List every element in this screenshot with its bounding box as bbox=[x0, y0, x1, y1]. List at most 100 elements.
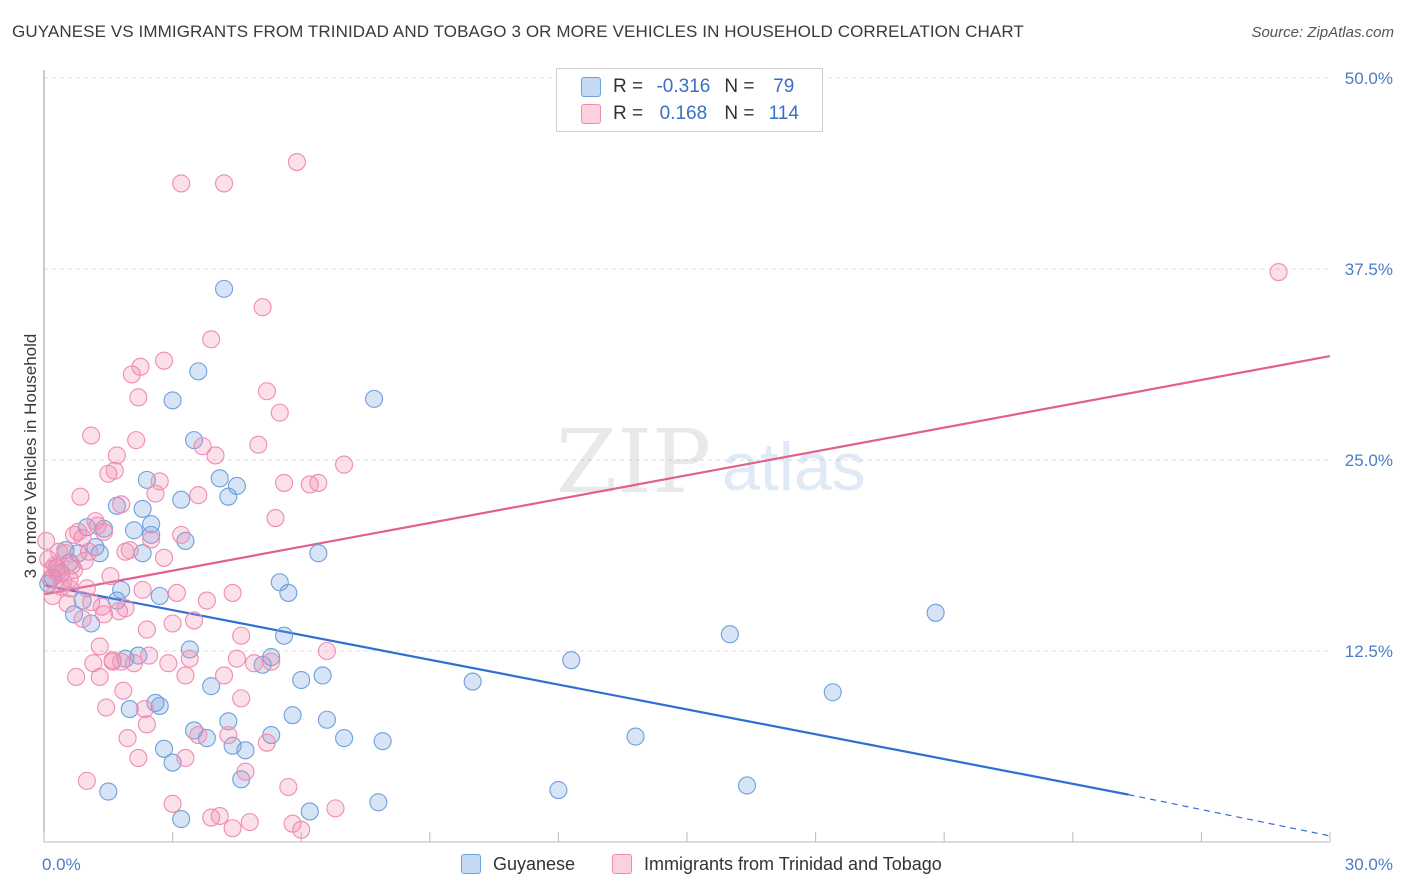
point-trinidad bbox=[118, 729, 137, 748]
point-trinidad bbox=[133, 580, 152, 599]
point-trinidad bbox=[150, 472, 169, 491]
point-guyanese bbox=[313, 666, 332, 685]
legend-n-label: N = bbox=[724, 76, 755, 97]
point-trinidad bbox=[223, 819, 242, 838]
point-trinidad bbox=[326, 799, 345, 818]
point-guyanese bbox=[335, 729, 354, 748]
point-trinidad bbox=[112, 495, 131, 514]
point-guyanese bbox=[309, 544, 328, 563]
point-guyanese bbox=[163, 391, 182, 410]
point-guyanese bbox=[82, 614, 101, 633]
chart-source: Source: ZipAtlas.com bbox=[1251, 24, 1394, 41]
point-trinidad bbox=[103, 652, 122, 671]
legend-row-guyanese: R = -0.316 N = 79 bbox=[581, 75, 808, 99]
point-trinidad bbox=[37, 531, 56, 551]
point-guyanese bbox=[214, 279, 234, 298]
point-guyanese bbox=[112, 580, 131, 599]
legend-n-label: N = bbox=[724, 103, 755, 124]
point-guyanese bbox=[142, 525, 161, 544]
point-guyanese bbox=[172, 490, 191, 509]
point-trinidad bbox=[172, 525, 191, 544]
trend-line-guyanese-extension bbox=[1128, 794, 1331, 837]
point-trinidad bbox=[214, 666, 234, 685]
point-trinidad bbox=[94, 605, 114, 624]
point-trinidad bbox=[159, 654, 178, 673]
point-guyanese bbox=[279, 583, 298, 602]
watermark-zip: ZIP bbox=[556, 410, 711, 513]
point-guyanese bbox=[202, 677, 221, 696]
point-trinidad bbox=[120, 541, 139, 560]
point-trinidad bbox=[60, 570, 79, 589]
point-guyanese bbox=[562, 651, 581, 670]
point-guyanese bbox=[99, 782, 118, 801]
point-guyanese bbox=[292, 670, 311, 690]
trend-lines bbox=[43, 355, 1331, 837]
point-guyanese bbox=[549, 780, 568, 800]
point-trinidad bbox=[90, 667, 109, 687]
point-guyanese bbox=[283, 706, 302, 725]
legend-swatch-blue bbox=[581, 77, 601, 97]
point-trinidad bbox=[292, 820, 311, 839]
point-trinidad bbox=[71, 487, 90, 506]
point-guyanese bbox=[300, 802, 319, 821]
x-tick-label: 0.0% bbox=[42, 855, 81, 874]
watermark: ZIP atlas bbox=[556, 410, 866, 513]
point-guyanese bbox=[236, 741, 255, 760]
point-trinidad bbox=[101, 567, 120, 586]
point-trinidad bbox=[270, 403, 289, 422]
x-axis-ticks bbox=[43, 832, 1331, 842]
point-trinidad bbox=[105, 461, 124, 480]
correlation-legend: R = -0.316 N = 79 R = 0.168 N = 114 bbox=[556, 68, 823, 132]
point-trinidad bbox=[77, 579, 96, 598]
point-guyanese bbox=[373, 732, 392, 751]
point-guyanese bbox=[737, 776, 757, 795]
point-trinidad bbox=[189, 725, 208, 745]
point-trinidad bbox=[262, 652, 281, 671]
point-trinidad bbox=[202, 330, 221, 349]
point-guyanese bbox=[262, 648, 281, 667]
point-trinidad bbox=[107, 446, 126, 465]
point-guyanese bbox=[227, 476, 246, 496]
x-tick-labels: 0.0% 30.0% bbox=[42, 855, 1393, 874]
point-trinidad bbox=[279, 777, 298, 797]
data-points bbox=[37, 152, 1288, 839]
point-trinidad bbox=[114, 681, 133, 700]
point-trinidad bbox=[202, 808, 221, 827]
point-trinidad bbox=[67, 667, 86, 687]
y-tick-label: 37.5% bbox=[1345, 260, 1393, 279]
point-trinidad bbox=[317, 641, 336, 661]
point-trinidad bbox=[82, 426, 101, 445]
point-guyanese bbox=[150, 696, 169, 716]
point-trinidad bbox=[232, 626, 251, 645]
point-trinidad bbox=[197, 591, 216, 610]
point-trinidad bbox=[266, 509, 285, 528]
point-guyanese bbox=[154, 739, 174, 758]
point-trinidad bbox=[240, 813, 259, 832]
point-trinidad bbox=[82, 593, 101, 612]
point-guyanese bbox=[317, 710, 336, 729]
point-trinidad bbox=[232, 689, 251, 708]
point-trinidad bbox=[180, 649, 199, 668]
point-trinidad bbox=[1269, 263, 1288, 282]
trend-line-guyanese bbox=[43, 584, 1129, 796]
bottom-legend-guyanese: Guyanese bbox=[461, 852, 575, 876]
legend-r-label: R = bbox=[613, 76, 644, 97]
point-guyanese bbox=[180, 640, 199, 659]
bottom-legend-label: Immigrants from Trinidad and Tobago bbox=[644, 853, 942, 874]
point-trinidad bbox=[154, 548, 174, 567]
legend-n-value: 79 bbox=[773, 76, 795, 97]
point-trinidad bbox=[184, 611, 204, 630]
point-guyanese bbox=[64, 605, 84, 624]
point-trinidad bbox=[116, 599, 135, 618]
point-trinidad bbox=[214, 174, 234, 193]
legend-r-value: -0.316 bbox=[656, 76, 711, 97]
point-trinidad bbox=[127, 431, 146, 450]
point-trinidad bbox=[58, 594, 77, 613]
legend-swatch-pink bbox=[581, 104, 601, 124]
point-trinidad bbox=[135, 700, 154, 719]
point-trinidad bbox=[167, 583, 186, 602]
point-guyanese bbox=[120, 700, 139, 719]
point-trinidad bbox=[163, 794, 182, 813]
point-trinidad bbox=[253, 298, 272, 317]
